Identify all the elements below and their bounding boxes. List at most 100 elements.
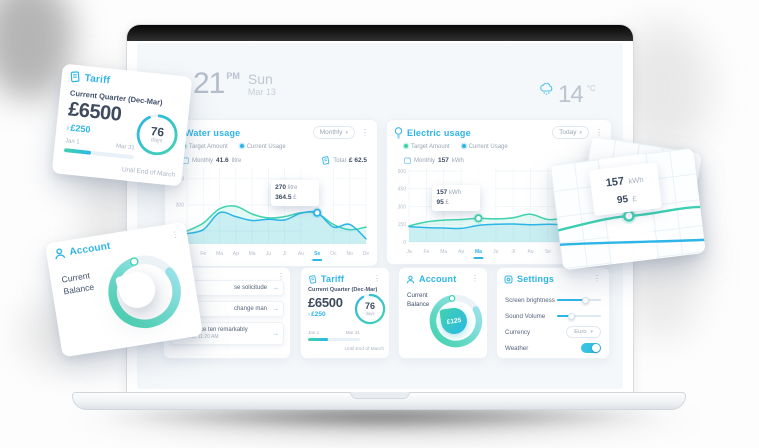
svg-text:Ma: Ma [475, 249, 482, 255]
brightness-setting: Screen brightness [497, 292, 609, 308]
notifications-more-options-icon[interactable]: ⋮ [277, 272, 285, 281]
tariff-title: Tariff [321, 274, 345, 284]
chevron-down-icon: ▾ [579, 129, 582, 136]
electric-usage-card: Electric usage Today ▾ ⋮ Target Amount Cu… [386, 119, 612, 265]
chevron-down-icon: ▾ [345, 129, 348, 136]
target-legend-dot [404, 144, 408, 148]
electric-more-options-icon[interactable]: ⋮ [595, 127, 603, 137]
floating-account-card: Account ⋮ Current Balance £125 [44, 221, 204, 358]
settings-title: Settings [517, 274, 555, 284]
date: Mar 13 [247, 87, 276, 98]
weather-widget: 14 °C [539, 83, 596, 107]
account-more-options-icon: ⋮ [170, 229, 180, 240]
svg-text:300: 300 [176, 203, 185, 209]
svg-text:300: 300 [398, 204, 407, 210]
arrow-right-icon: → [272, 284, 279, 292]
svg-text:Ap: Ap [458, 249, 464, 255]
temperature-value: 14 [558, 81, 584, 108]
zoomed-chart-lines [554, 205, 706, 247]
time-meridiem: PM [226, 71, 240, 81]
brightness-slider[interactable] [557, 296, 601, 304]
days-remaining-ring: 76 days [353, 292, 387, 326]
zoomed-chart-tooltip: 157 kWh 95 £ [589, 162, 663, 217]
svg-text:Ja: Ja [406, 249, 412, 255]
svg-text:Jl: Jl [511, 249, 515, 255]
svg-text:Fe: Fe [423, 249, 429, 255]
svg-text:Oc: Oc [330, 251, 337, 257]
water-more-options-icon[interactable]: ⋮ [361, 127, 369, 137]
time-hour: 21 [193, 67, 225, 100]
laptop-top-bezel [127, 25, 633, 41]
tariff-title: Tariff [84, 72, 111, 86]
svg-text:Ma: Ma [216, 251, 223, 257]
electric-chart[interactable]: 157 kWh 95 £ 600 450 300 150 0 Ja Fe Ma Ap Ma Ju Jl… [393, 166, 607, 262]
current-legend-dot [239, 144, 244, 148]
notification-timestamp: March 2, 11:20 AM [177, 334, 219, 340]
water-usage-title: Water usage [185, 127, 241, 138]
gear-icon [504, 275, 513, 284]
weekday: Sun [247, 71, 273, 87]
account-more-options-icon[interactable]: ⋮ [471, 274, 479, 283]
tariff-icon [68, 70, 81, 83]
svg-text:Ap: Ap [233, 251, 239, 257]
tariff-progress-bar [308, 338, 360, 341]
svg-text:0: 0 [403, 240, 406, 246]
svg-text:No: No [347, 251, 354, 257]
tariff-subtitle: Current Quarter (Dec-Mar) [308, 287, 378, 293]
notification-item[interactable]: se solicitude → [170, 280, 284, 296]
svg-text:Fe: Fe [200, 251, 206, 257]
account-title: Account [419, 274, 457, 284]
clock: 21 PM Sun Mar 13 [193, 69, 276, 99]
settings-card: Settings ⋮ Screen brightness Sound Volum… [496, 267, 610, 359]
balance-gauge [425, 290, 487, 352]
electric-period-dropdown[interactable]: Today ▾ [552, 126, 589, 139]
tariff-delta: ›£250 [308, 311, 326, 318]
svg-text:Jl: Jl [283, 251, 287, 257]
water-usage-card: Water usage Monthly ▾ ⋮ Target Amount Cur… [164, 119, 378, 267]
settings-more-options-icon[interactable]: ⋮ [593, 274, 601, 283]
floating-chart-zoom-card: 157 kWh 95 £ [550, 147, 706, 271]
svg-text:150: 150 [398, 222, 407, 228]
svg-text:450: 450 [398, 187, 407, 193]
svg-text:Se: Se [545, 249, 551, 255]
electric-usage-title: Electric usage [407, 127, 471, 138]
volume-slider[interactable] [557, 312, 601, 320]
svg-text:Ju: Ju [266, 251, 272, 257]
temperature-unit: °C [586, 84, 596, 93]
tariff-more-options-icon[interactable]: ⋮ [373, 274, 381, 283]
person-icon [406, 275, 415, 284]
dashboard-screen: ⋮ 21 PM Sun Mar 13 14 °C Water usage [137, 43, 623, 389]
account-card: Account ⋮ Current Balance £125 [398, 267, 488, 359]
tariff-icon [308, 274, 317, 284]
svg-text:600: 600 [398, 169, 407, 175]
tariff-card: Tariff ⋮ Current Quarter (Dec-Mar) £6500… [300, 267, 390, 359]
balance-label: Current Balance [407, 292, 430, 308]
tariff-delta: ›£250 [65, 122, 91, 135]
delta-up-icon: › [308, 311, 311, 318]
water-chart[interactable]: 270 litre 364.5 £ 400300200JaFeMaApMaJuJ… [171, 166, 373, 264]
water-period-dropdown[interactable]: Monthly ▾ [312, 126, 355, 139]
currency-dropdown[interactable]: Euro ▾ [566, 326, 601, 338]
tariff-amount: £6500 [308, 295, 343, 310]
svg-text:Ma: Ma [440, 249, 447, 255]
chevron-down-icon: ▾ [590, 329, 593, 335]
laptop-lid: ⋮ 21 PM Sun Mar 13 14 °C Water usage [126, 24, 634, 394]
weather-setting: Weather [497, 340, 609, 356]
arrow-right-icon: → [272, 330, 279, 337]
tariff-date-range: Jan 1 Mar 31 [308, 330, 360, 335]
rain-cloud-icon [539, 83, 554, 96]
tariff-footnote: Until End of March [344, 347, 384, 352]
svg-text:Ju: Ju [493, 249, 499, 255]
lightbulb-icon [394, 126, 403, 139]
person-icon [53, 247, 67, 261]
laptop-base [72, 392, 686, 410]
volume-setting: Sound Volume [497, 308, 609, 324]
calendar-icon [404, 157, 411, 164]
arrow-right-icon: → [272, 305, 279, 313]
days-remaining-ring: 76 days [132, 109, 183, 160]
svg-text:Au: Au [298, 251, 304, 257]
electric-chart-legend: Target Amount Current Usage [404, 144, 611, 150]
current-legend-dot [461, 144, 466, 148]
weather-toggle[interactable] [581, 343, 601, 353]
svg-text:De: De [363, 251, 370, 257]
